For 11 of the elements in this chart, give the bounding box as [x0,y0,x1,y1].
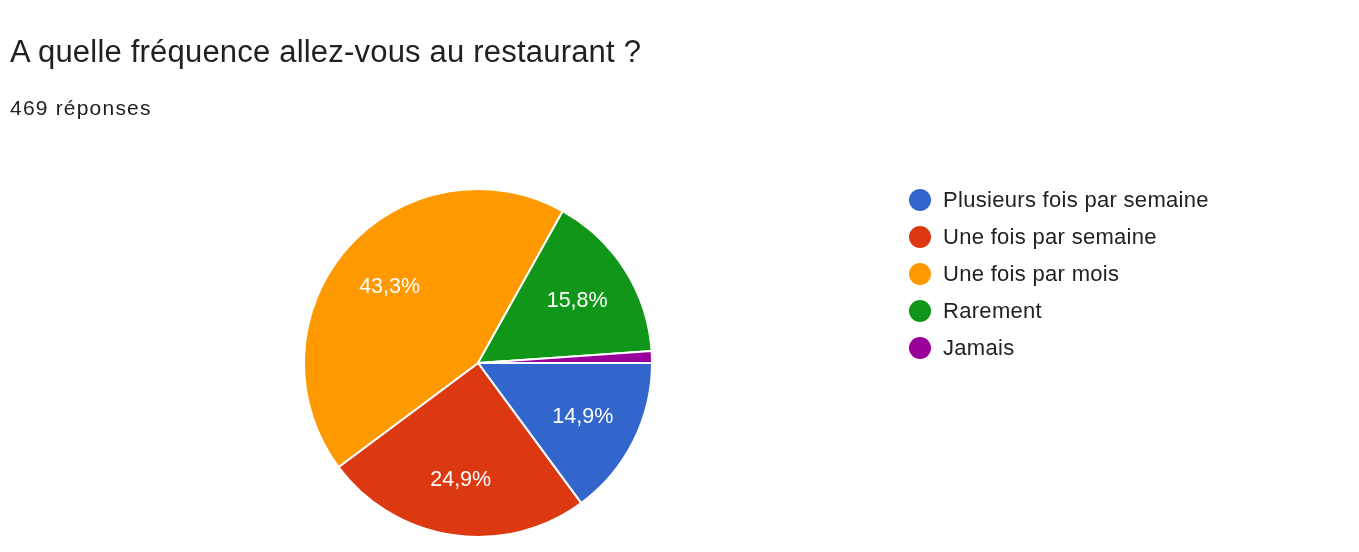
legend-label: Plusieurs fois par semaine [943,186,1209,213]
legend-label: Rarement [943,297,1042,324]
chart-title: A quelle fréquence allez-vous au restaurant ? [10,34,642,70]
data-label: 43,3% [359,273,421,298]
legend-label: Une fois par semaine [943,223,1157,250]
legend-label: Une fois par mois [943,260,1120,287]
data-label: 24,9% [430,467,492,492]
legend-label: Jamais [943,334,1015,361]
data-label: 15,8% [546,288,608,313]
data-label: 14,9% [552,403,614,428]
text: 469 réponses [10,96,152,120]
